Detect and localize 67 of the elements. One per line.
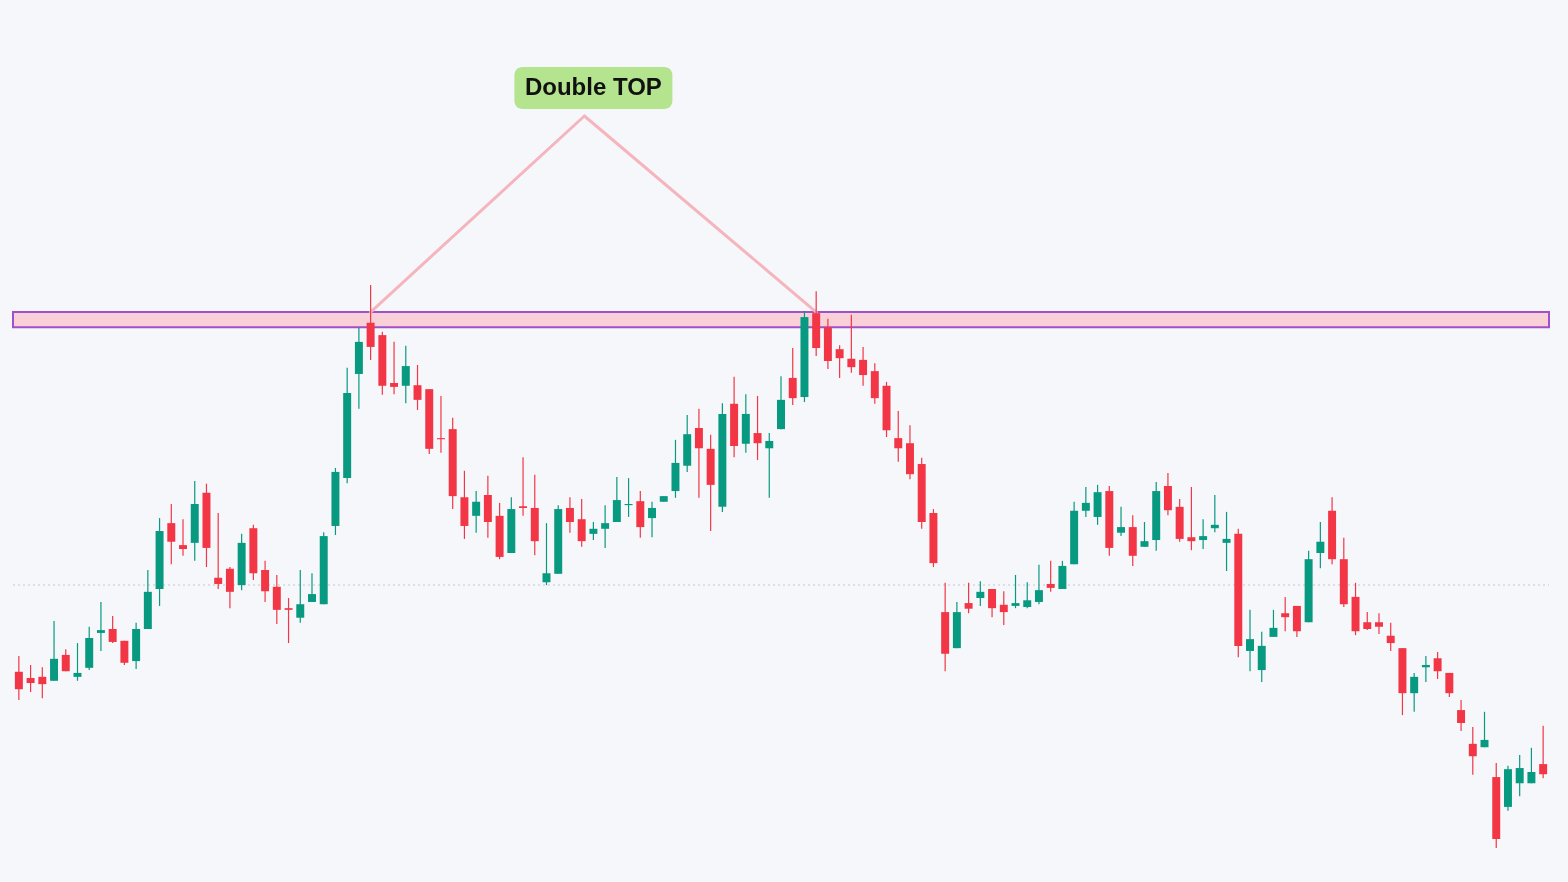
candlestick <box>1468 726 1477 776</box>
candlestick <box>1457 699 1466 732</box>
candlestick <box>976 580 985 607</box>
candlestick <box>1058 560 1067 590</box>
candlestick <box>261 560 270 603</box>
candlestick <box>577 498 586 548</box>
candlestick <box>835 344 844 379</box>
candlestick <box>565 496 574 534</box>
candlestick <box>1081 486 1090 518</box>
candlestick <box>694 408 703 499</box>
candlestick <box>1445 672 1454 698</box>
candlestick <box>296 569 305 624</box>
candlestick <box>1023 581 1032 609</box>
candlestick <box>589 521 598 541</box>
candlestick <box>1316 521 1325 569</box>
candlestick <box>859 346 868 387</box>
candlestick <box>225 566 234 609</box>
candlestick <box>272 574 281 625</box>
candlestick <box>612 476 621 523</box>
candlestick <box>1410 672 1419 713</box>
candlestick <box>390 341 399 395</box>
candlestick <box>308 572 316 603</box>
candlestick <box>1117 506 1126 537</box>
candlestick <box>1375 612 1383 635</box>
candlestick <box>648 501 657 538</box>
candlestick <box>1199 518 1208 550</box>
candlestick <box>788 347 797 406</box>
candlestick <box>73 642 82 682</box>
candlestick <box>14 655 23 701</box>
candlestick <box>601 504 610 549</box>
candlestick <box>999 590 1008 626</box>
candlestick <box>1539 725 1548 779</box>
candlestick <box>413 364 422 411</box>
candlestick <box>894 410 903 463</box>
candlestick <box>401 345 410 404</box>
text: Double TOP <box>524 73 662 100</box>
candlestick <box>1281 596 1290 632</box>
candlestick <box>1187 486 1196 551</box>
candlestick <box>50 620 59 682</box>
candlestick <box>108 615 117 644</box>
candlestick <box>1386 622 1395 652</box>
candlestick <box>1527 747 1536 784</box>
candlestick <box>1222 511 1231 572</box>
candlestick <box>988 588 997 618</box>
candlestick <box>1034 564 1043 605</box>
candlestick <box>167 503 176 565</box>
candlestick <box>1246 609 1254 672</box>
candlestick <box>38 666 47 699</box>
candlestick <box>1269 609 1278 638</box>
candlestick <box>964 582 973 614</box>
candlestick <box>519 456 528 517</box>
candlestick <box>847 314 856 374</box>
candlestick <box>1046 560 1055 593</box>
candlestick <box>179 518 187 557</box>
candlestick <box>1011 574 1020 609</box>
candlestick <box>1363 611 1372 631</box>
candlestick <box>472 490 481 534</box>
candlestick <box>1140 521 1149 548</box>
candlestick <box>26 664 35 693</box>
candlestick <box>120 640 129 666</box>
candlestick <box>1433 651 1442 680</box>
candlestick <box>1515 754 1524 797</box>
candlestick <box>96 601 105 652</box>
candlestick <box>214 512 223 590</box>
candlestick <box>765 432 774 499</box>
candlestick <box>753 395 762 461</box>
candlestick <box>284 597 293 644</box>
